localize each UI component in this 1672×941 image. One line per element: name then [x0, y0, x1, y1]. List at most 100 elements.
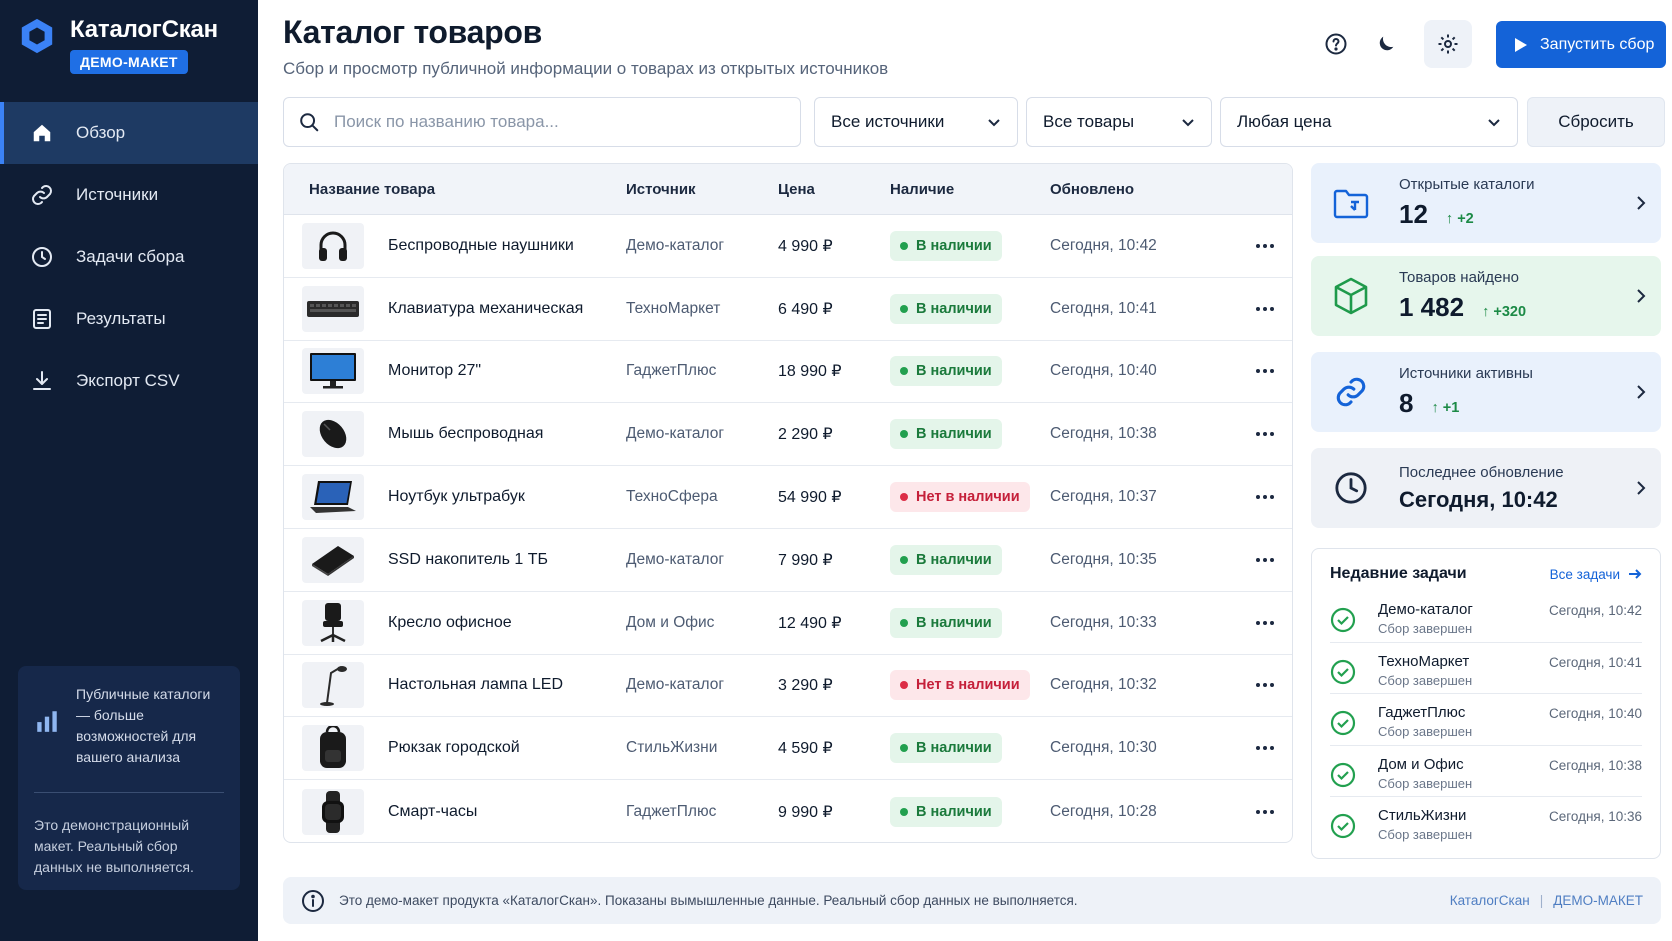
product-source: Демо-каталог [626, 676, 724, 694]
table-row[interactable]: Беспроводные наушники Демо-каталог 4 990… [284, 215, 1292, 278]
product-price: 4 990 ₽ [778, 237, 833, 255]
stat-card-products[interactable]: Товаров найдено 1 482 ↑ +320 [1311, 256, 1661, 336]
column-header-stock[interactable]: Наличие [890, 180, 955, 198]
stat-card-catalogs[interactable]: Открытые каталоги 12 ↑ +2 [1311, 163, 1661, 243]
run-label: Запустить сбор [1540, 35, 1655, 53]
settings-button[interactable] [1424, 20, 1472, 68]
help-button[interactable] [1312, 20, 1360, 68]
table-row[interactable]: Мышь беспроводная Демо-каталог 2 290 ₽ В… [284, 403, 1292, 467]
footer-brand: КаталогСкан [1449, 893, 1530, 908]
product-updated: Сегодня, 10:28 [1050, 802, 1157, 820]
table-row[interactable]: Ноутбук ультрабук ТехноСфера 54 990 ₽ Не… [284, 466, 1292, 529]
product-source: ТехноМаркет [626, 299, 721, 317]
search-box[interactable] [283, 97, 801, 147]
product-price: 9 990 ₽ [778, 803, 833, 821]
column-header-updated[interactable]: Обновлено [1050, 180, 1135, 198]
ssd-icon [312, 545, 354, 576]
all-tasks-link[interactable]: Все задачи [1550, 567, 1642, 582]
product-updated: Сегодня, 10:42 [1050, 236, 1157, 254]
footer-separator: | [1539, 893, 1544, 908]
check-circle-icon [1330, 814, 1356, 839]
sidebar-item-sources[interactable]: Источники [0, 164, 258, 226]
product-thumbnail [302, 662, 364, 709]
sidebar-item-tasks[interactable]: Задачи сбора [0, 226, 258, 288]
products-select[interactable]: Все товары [1026, 97, 1212, 147]
stat-label: Последнее обновление [1399, 463, 1564, 481]
task-time: Сегодня, 10:40 [1548, 706, 1642, 722]
product-name: Ноутбук ультрабук [388, 488, 525, 506]
monitor-icon [310, 353, 356, 389]
check-circle-icon [1330, 762, 1356, 787]
table-row[interactable]: SSD накопитель 1 ТБ Демо-каталог 7 990 ₽… [284, 529, 1292, 592]
table-row[interactable]: Клавиатура механическая ТехноМаркет 6 49… [284, 278, 1292, 341]
table-row[interactable]: Смарт-часы ГаджетПлюс 9 990 ₽ В наличии … [284, 780, 1292, 842]
column-header-source[interactable]: Источник [626, 180, 696, 198]
table-header: Название товара Источник Цена Наличие Об… [284, 164, 1292, 215]
app-name: КаталогСкан [70, 16, 218, 43]
bar-chart-icon [34, 708, 60, 768]
sidebar-item-label: Источники [76, 185, 159, 204]
theme-toggle-button[interactable] [1362, 20, 1410, 68]
row-menu-button[interactable] [1240, 620, 1290, 626]
row-menu-button[interactable] [1240, 682, 1290, 688]
product-name: Монитор 27" [388, 362, 482, 380]
row-menu-button[interactable] [1240, 745, 1290, 751]
product-source: Демо-каталог [626, 550, 724, 568]
task-item[interactable]: ТехноМаркет Сбор завершен Сегодня, 10:41 [1330, 643, 1642, 695]
task-status: Сбор завершен [1378, 672, 1473, 688]
product-name: Настольная лампа LED [388, 676, 564, 694]
column-header-name[interactable]: Название товара [309, 180, 436, 198]
brand[interactable]: КаталогСкан ДЕМО-МАКЕТ [18, 16, 218, 74]
stat-card-last-update[interactable]: Последнее обновление Сегодня, 10:42 [1311, 448, 1661, 528]
product-source: СтильЖизни [626, 739, 718, 757]
clock-icon [30, 245, 54, 269]
task-item[interactable]: СтильЖизни Сбор завершен Сегодня, 10:36 [1330, 797, 1642, 849]
source-select[interactable]: Все источники [814, 97, 1018, 147]
table-row[interactable]: Настольная лампа LED Демо-каталог 3 290 … [284, 655, 1292, 718]
table-row[interactable]: Рюкзак городской СтильЖизни 4 590 ₽ В на… [284, 717, 1292, 781]
row-menu-button[interactable] [1240, 809, 1290, 815]
product-updated: Сегодня, 10:32 [1050, 676, 1157, 694]
more-icon [1256, 809, 1274, 814]
more-icon [1256, 369, 1274, 374]
stock-badge: В наличии [890, 796, 1002, 827]
laptop-icon [310, 481, 356, 514]
product-updated: Сегодня, 10:33 [1050, 613, 1157, 631]
chair-icon [320, 602, 346, 642]
column-header-price[interactable]: Цена [778, 180, 815, 198]
row-menu-button[interactable] [1240, 557, 1290, 563]
sidebar-item-overview[interactable]: Обзор [0, 102, 258, 164]
table-row[interactable]: Монитор 27" ГаджетПлюс 18 990 ₽ В наличи… [284, 341, 1292, 404]
product-source: ГаджетПлюс [626, 362, 717, 380]
run-collection-button[interactable]: Запустить сбор [1496, 21, 1666, 68]
more-icon [1256, 306, 1274, 311]
row-menu-button[interactable] [1240, 431, 1290, 437]
task-status: Сбор завершен [1378, 724, 1473, 740]
task-item[interactable]: Дом и Офис Сбор завершен Сегодня, 10:38 [1330, 746, 1642, 798]
reset-button[interactable]: Сбросить [1527, 97, 1665, 147]
promo-card: Публичные каталоги — больше возможностей… [18, 666, 240, 890]
product-thumbnail [302, 474, 364, 521]
play-icon [1515, 37, 1527, 52]
sidebar-item-results[interactable]: Результаты [0, 288, 258, 350]
task-item[interactable]: ГаджетПлюс Сбор завершен Сегодня, 10:40 [1330, 694, 1642, 746]
row-menu-button[interactable] [1240, 368, 1290, 374]
product-name: SSD накопитель 1 ТБ [388, 550, 549, 568]
product-source: Дом и Офис [626, 613, 715, 631]
more-icon [1256, 557, 1274, 562]
product-updated: Сегодня, 10:30 [1050, 739, 1157, 757]
products-table: Название товара Источник Цена Наличие Об… [283, 163, 1293, 843]
table-row[interactable]: Кресло офисное Дом и Офис 12 490 ₽ В нал… [284, 592, 1292, 655]
stat-card-sources[interactable]: Источники активны 8 ↑ +1 [1311, 352, 1661, 432]
product-thumbnail [302, 348, 364, 395]
row-menu-button[interactable] [1240, 306, 1290, 312]
task-time: Сегодня, 10:42 [1548, 603, 1642, 618]
search-input[interactable] [334, 112, 774, 132]
price-select[interactable]: Любая цена [1220, 97, 1518, 147]
stat-label: Источники активны [1399, 365, 1533, 382]
sidebar-item-export[interactable]: Экспорт CSV [0, 350, 258, 412]
row-menu-button[interactable] [1240, 494, 1290, 500]
task-item[interactable]: Демо-каталог Сбор завершен Сегодня, 10:4… [1330, 591, 1642, 643]
footer-notice: Это демо-макет продукта «КаталогСкан». П… [283, 877, 1661, 924]
row-menu-button[interactable] [1240, 243, 1290, 249]
